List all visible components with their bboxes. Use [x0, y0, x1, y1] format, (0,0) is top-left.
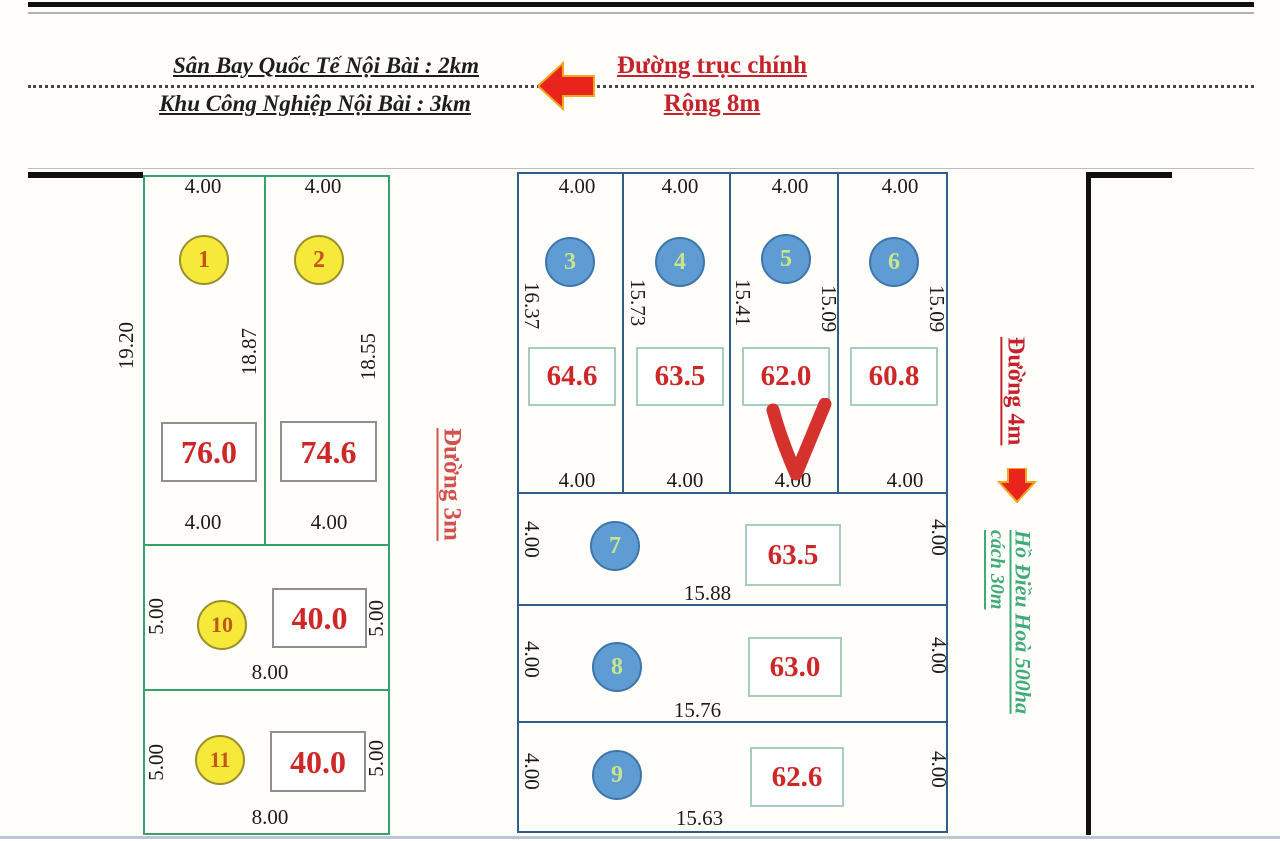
lake-label: Hồ Điều Hoà 500ha cách 30m [984, 530, 1037, 714]
plot11-right-dim: 5.00 [364, 740, 388, 777]
plot1-top-dim: 4.00 [184, 174, 222, 198]
bottom-boundary-line [0, 836, 1280, 839]
right-block-line-row9-top [517, 721, 946, 723]
left-block-line-row11-top [143, 689, 388, 691]
plot3-area-value: 64.6 [528, 347, 616, 406]
black-boundary-top-left [28, 172, 143, 178]
black-boundary-right-vertical [1086, 172, 1091, 835]
plot3-number-badge: 3 [545, 237, 595, 287]
plot3-top-dim: 4.00 [558, 174, 596, 198]
plot7-bottom-dim: 15.88 [683, 581, 732, 605]
plot4-area-value: 63.5 [636, 347, 724, 406]
lake-label-line2: cách 30m [986, 530, 1008, 610]
right-block-divider-5-6 [837, 172, 839, 493]
plot5-number-badge: 5 [761, 234, 811, 284]
main-road-label: Đường trục chính [617, 52, 807, 79]
plot7-area-value: 63.5 [745, 524, 841, 586]
right-block-line-row7-top [517, 492, 946, 494]
plot4-height-dim: 15.73 [626, 279, 650, 327]
plot8-right-dim: 4.00 [927, 637, 951, 674]
plot8-bottom-dim: 15.76 [673, 698, 722, 722]
plot9-bottom-dim: 15.63 [675, 806, 724, 830]
plot3-height-dim: 16.37 [520, 282, 544, 330]
red-arrow-left-icon [538, 60, 595, 112]
right-block-outline [517, 172, 948, 833]
road-axis-dotted-line [28, 85, 1254, 88]
plot9-number-badge: 9 [592, 750, 642, 800]
plot1-number-badge: 1 [179, 235, 229, 285]
plot6-number-badge: 6 [869, 237, 919, 287]
plot9-area-value: 62.6 [750, 747, 844, 807]
plot6-top-dim: 4.00 [881, 174, 919, 198]
red-arrow-down-icon [996, 468, 1038, 504]
plot2-number-badge: 2 [294, 235, 344, 285]
plot1-right-dim: 18.87 [237, 328, 261, 376]
plot1-left-dim: 19.20 [114, 322, 138, 370]
plot7-number-badge: 7 [590, 521, 640, 571]
plot4-bottom-dim: 4.00 [666, 468, 704, 492]
right-block-line-row8-top [517, 604, 946, 606]
plot10-right-dim: 5.00 [364, 600, 388, 637]
plot11-left-dim: 5.00 [144, 744, 168, 781]
plot11-bottom-dim: 8.00 [251, 805, 289, 829]
plot8-number-badge: 8 [592, 642, 642, 692]
left-block-divider-1-2 [264, 175, 266, 545]
plot8-area-value: 63.0 [748, 637, 842, 697]
plot11-area-value: 40.0 [270, 731, 366, 792]
lake-label-line1: Hồ Điều Hoà 500ha [1010, 530, 1036, 714]
left-block-outline [143, 175, 390, 835]
plot6-bottom-dim: 4.00 [886, 468, 924, 492]
plot2-bottom-dim: 4.00 [310, 510, 348, 534]
plot9-left-dim: 4.00 [520, 753, 544, 790]
landmark-industrial-park-label: Khu Công Nghiệp Nội Bài : 3km [159, 91, 471, 116]
plot10-area-value: 40.0 [272, 588, 367, 648]
plot1-area-value: 76.0 [161, 422, 257, 482]
plot4-number-badge: 4 [655, 237, 705, 287]
plot5-top-dim: 4.00 [771, 174, 809, 198]
plot8-left-dim: 4.00 [520, 641, 544, 678]
plot5-height-right-dim: 15.09 [817, 285, 841, 333]
plot7-left-dim: 4.00 [520, 521, 544, 558]
plot10-left-dim: 5.00 [144, 598, 168, 635]
landmark-airport-label: Sân Bay Quốc Tế Nội Bài : 2km [172, 53, 480, 78]
black-boundary-top-right [1087, 172, 1172, 178]
plot6-area-value: 60.8 [850, 347, 938, 406]
plot2-area-value: 74.6 [280, 421, 377, 482]
road-4m-label: Đường 4m [1002, 337, 1029, 446]
plot2-right-dim: 18.55 [356, 333, 380, 381]
top-road-edge-line [28, 2, 1254, 7]
plot3-bottom-dim: 4.00 [558, 468, 596, 492]
red-check-v-icon [766, 398, 832, 481]
plot4-top-dim: 4.00 [661, 174, 699, 198]
plot5-height-left-dim: 15.41 [731, 279, 755, 327]
plot10-bottom-dim: 8.00 [251, 660, 289, 684]
plot1-bottom-dim: 4.00 [184, 510, 222, 534]
plot5-area-value: 62.0 [742, 347, 830, 406]
main-road-width-label: Rộng 8m [663, 90, 761, 117]
plot9-right-dim: 4.00 [927, 751, 951, 788]
right-block-divider-4-5 [729, 172, 731, 493]
upper-thin-line [28, 168, 1254, 169]
plot7-right-dim: 4.00 [927, 519, 951, 556]
left-block-line-row10-top [143, 544, 388, 546]
right-block-divider-3-4 [622, 172, 624, 493]
top-road-inner-line [28, 12, 1254, 14]
plot10-number-badge: 10 [197, 600, 247, 650]
road-3m-label: Đường 3m [438, 428, 466, 541]
plot6-height-dim: 15.09 [925, 285, 949, 333]
plot2-top-dim: 4.00 [304, 174, 342, 198]
plot11-number-badge: 11 [195, 735, 245, 785]
